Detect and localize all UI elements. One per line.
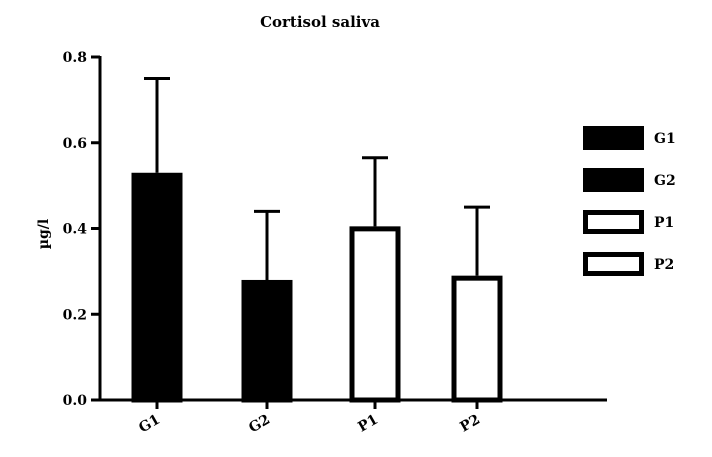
error-bars-layer	[144, 76, 490, 280]
bar-g1	[131, 172, 183, 403]
y-axis-label: µg/l	[36, 219, 52, 249]
legend-label-p2: P2	[654, 257, 674, 273]
bar-g2	[241, 279, 293, 403]
chart-title: Cortisol saliva	[260, 13, 380, 31]
bar-p2	[451, 275, 503, 403]
bars-layer	[131, 172, 503, 403]
x-tick-label-g2: G2	[246, 412, 273, 437]
x-tick-label-p2: P2	[457, 412, 483, 436]
y-tick-label: 0.6	[63, 136, 87, 152]
legend-label-p1: P1	[654, 215, 674, 231]
legend-swatch-g2	[583, 168, 644, 192]
y-tick-label: 0.8	[63, 50, 87, 66]
y-tick-label: 0.4	[63, 222, 88, 238]
legend-label-g2: G2	[654, 173, 676, 189]
legend: G1 G2 P1 P2	[583, 126, 676, 276]
y-tick-label: 0.0	[63, 393, 88, 409]
legend-swatch-g1	[583, 126, 644, 150]
legend-swatch-p2	[583, 252, 644, 276]
x-tick-label-g1: G1	[136, 412, 163, 437]
bar-p1	[349, 226, 401, 403]
legend-label-g1: G1	[654, 131, 676, 147]
y-tick-label: 0.2	[63, 307, 87, 323]
x-tick-label-p1: P1	[355, 412, 381, 436]
legend-swatch-p1	[583, 210, 644, 234]
